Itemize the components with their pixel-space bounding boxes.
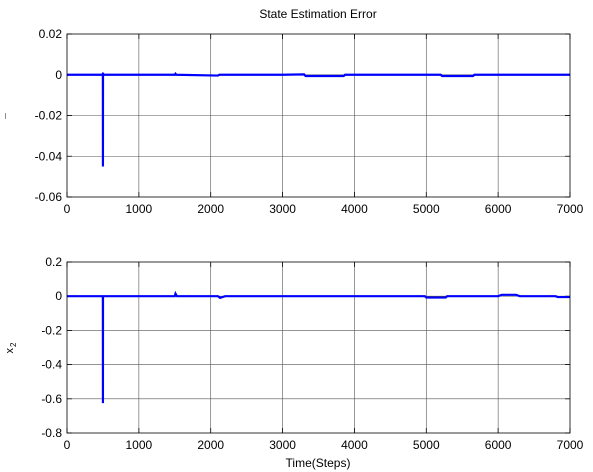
- x-tick-label: 4000: [341, 202, 368, 216]
- x-tick-label: 4000: [341, 438, 368, 452]
- chart-title: State Estimation Error: [259, 7, 376, 21]
- y-axis-label-bottom: x2: [4, 342, 18, 354]
- series-line: [67, 71, 570, 167]
- y-tick-label: -0.4: [41, 358, 62, 372]
- y-tick-label: 0.02: [39, 27, 63, 41]
- tick-marks-bottom: [66, 261, 571, 434]
- y-tick-label: 0: [55, 68, 62, 82]
- y-tick-labels-top: -0.06 -0.04 -0.02 0 0.02: [35, 27, 63, 204]
- y-tick-label: 0.2: [45, 255, 62, 269]
- x-tick-label: 3000: [269, 438, 296, 452]
- x-tick-label: 7000: [557, 202, 584, 216]
- x-tick-label: 5000: [413, 438, 440, 452]
- x-tick-label: 2000: [197, 202, 224, 216]
- x-tick-label: 5000: [413, 202, 440, 216]
- x-tick-labels-bottom: 0 1000 2000 3000 4000 5000 6000 7000: [64, 438, 584, 452]
- x-tick-label: 6000: [485, 202, 512, 216]
- y-tick-label: 0: [55, 289, 62, 303]
- chart-top: State Estimation Error 0 1000 2000 3000 4000…: [4, 7, 584, 216]
- x-axis-label: Time(Steps): [286, 456, 351, 470]
- y-tick-label: -0.04: [35, 149, 63, 163]
- y-tick-labels-bottom: -0.8 -0.6 -0.4 -0.2 0 0.2: [41, 255, 62, 440]
- x-tick-label: 2000: [197, 438, 224, 452]
- y-tick-label: -0.2: [41, 323, 62, 337]
- y-tick-label: -0.6: [41, 392, 62, 406]
- axes-frame-bottom: [66, 261, 571, 434]
- grid-lines-bottom: [67, 262, 570, 433]
- chart-bottom: 0 1000 2000 3000 4000 5000 6000 7000 -0.8-0.6-0…: [4, 255, 584, 470]
- y-tick-label: -0.02: [35, 109, 63, 123]
- series-bottom: [67, 290, 570, 404]
- y-tick-label: -0.8: [41, 426, 62, 440]
- x-tick-label: 6000: [485, 438, 512, 452]
- x-tick-label: 0: [64, 438, 71, 452]
- x-tick-label: 7000: [557, 438, 584, 452]
- x-tick-label: 1000: [126, 438, 153, 452]
- series-line: [67, 290, 570, 404]
- x-tick-labels-top: 0 1000 2000 3000 4000 5000 6000 7000: [64, 202, 584, 216]
- axes-frame-top: [66, 33, 571, 198]
- series-top: [67, 71, 570, 167]
- y-axis-label-top: ¯: [4, 113, 16, 120]
- x-tick-label: 3000: [269, 202, 296, 216]
- y-tick-label: -0.06: [35, 190, 63, 204]
- x-tick-label: 1000: [126, 202, 153, 216]
- x-tick-label: 0: [64, 202, 71, 216]
- grid-lines-top: [67, 34, 570, 197]
